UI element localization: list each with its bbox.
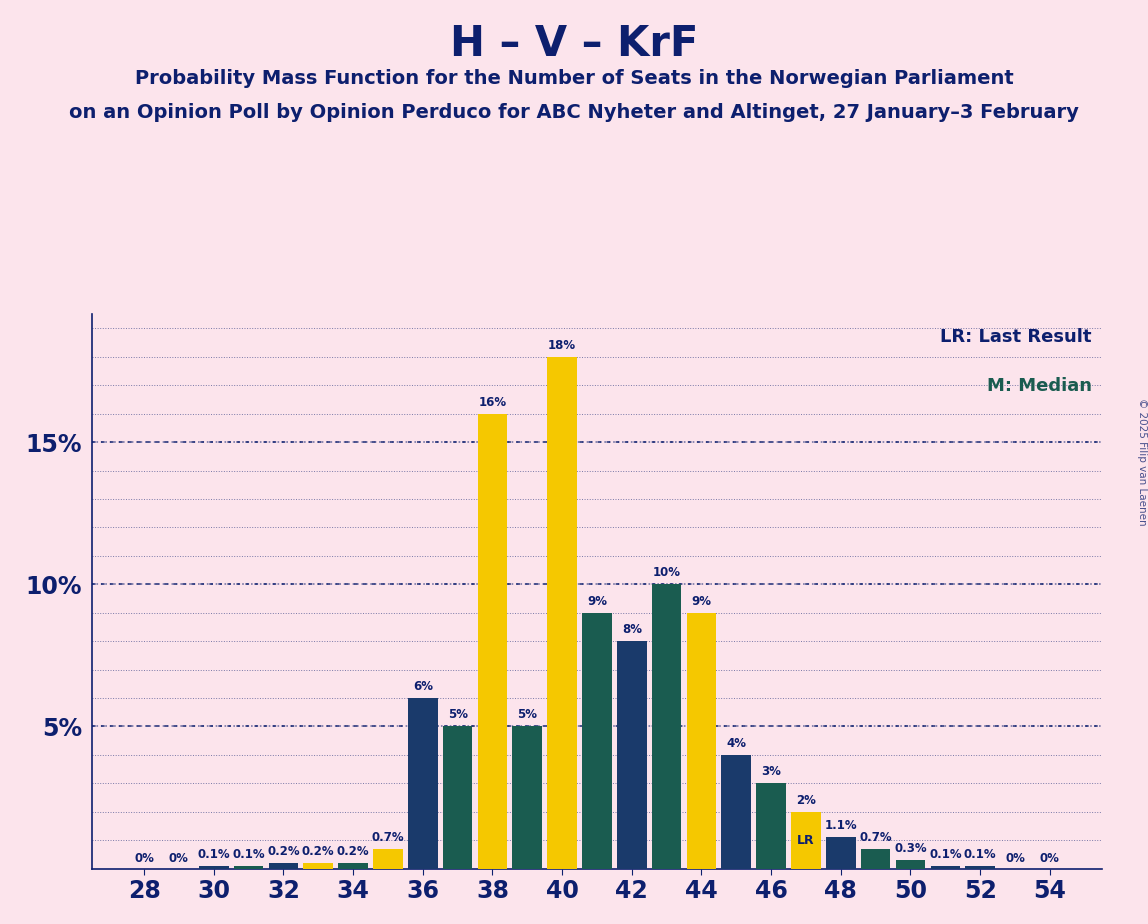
Text: 9%: 9%	[587, 594, 607, 608]
Text: 1.1%: 1.1%	[824, 820, 858, 833]
Bar	[652, 584, 682, 869]
Bar	[512, 726, 542, 869]
Bar	[721, 755, 751, 869]
Bar	[373, 848, 403, 869]
Text: 0.2%: 0.2%	[267, 845, 300, 857]
Text: 2%: 2%	[796, 794, 816, 807]
Bar	[861, 848, 891, 869]
Text: Probability Mass Function for the Number of Seats in the Norwegian Parliament: Probability Mass Function for the Number…	[134, 69, 1014, 89]
Text: 6%: 6%	[413, 680, 433, 693]
Text: 5%: 5%	[518, 709, 537, 722]
Bar	[895, 860, 925, 869]
Text: 0.2%: 0.2%	[302, 845, 334, 857]
Bar	[687, 613, 716, 869]
Text: 0.1%: 0.1%	[197, 847, 230, 860]
Text: 16%: 16%	[479, 395, 506, 408]
Text: 0%: 0%	[1004, 852, 1025, 865]
Text: © 2025 Filip van Laenen: © 2025 Filip van Laenen	[1138, 398, 1147, 526]
Text: 0.7%: 0.7%	[372, 831, 404, 844]
Bar	[582, 613, 612, 869]
Bar	[791, 811, 821, 869]
Bar	[548, 357, 577, 869]
Text: 0.2%: 0.2%	[336, 845, 370, 857]
Text: 0.1%: 0.1%	[929, 847, 962, 860]
Bar	[616, 641, 646, 869]
Bar	[199, 866, 228, 869]
Text: 0%: 0%	[1040, 852, 1060, 865]
Text: M: M	[549, 599, 576, 626]
Text: on an Opinion Poll by Opinion Perduco for ABC Nyheter and Altinget, 27 January–3: on an Opinion Poll by Opinion Perduco fo…	[69, 103, 1079, 123]
Bar	[478, 414, 507, 869]
Bar	[827, 837, 855, 869]
Text: 0%: 0%	[134, 852, 154, 865]
Bar	[443, 726, 473, 869]
Text: 4%: 4%	[727, 736, 746, 749]
Text: 10%: 10%	[652, 566, 681, 579]
Text: 0.7%: 0.7%	[860, 831, 892, 844]
Bar	[408, 698, 437, 869]
Text: M: Median: M: Median	[986, 377, 1092, 395]
Text: 0.1%: 0.1%	[964, 847, 996, 860]
Text: 0%: 0%	[169, 852, 189, 865]
Bar	[303, 863, 333, 869]
Bar	[757, 784, 786, 869]
Text: 3%: 3%	[761, 765, 781, 778]
Text: 5%: 5%	[448, 709, 467, 722]
Text: 9%: 9%	[691, 594, 712, 608]
Text: H – V – KrF: H – V – KrF	[450, 23, 698, 65]
Bar	[931, 866, 960, 869]
Bar	[234, 866, 263, 869]
Text: 0.1%: 0.1%	[232, 847, 265, 860]
Text: LR: Last Result: LR: Last Result	[940, 328, 1092, 346]
Text: 18%: 18%	[548, 339, 576, 352]
Text: 0.3%: 0.3%	[894, 842, 926, 855]
Text: LR: LR	[797, 833, 815, 846]
Bar	[965, 866, 995, 869]
Bar	[339, 863, 367, 869]
Text: 8%: 8%	[622, 623, 642, 636]
Bar	[269, 863, 298, 869]
